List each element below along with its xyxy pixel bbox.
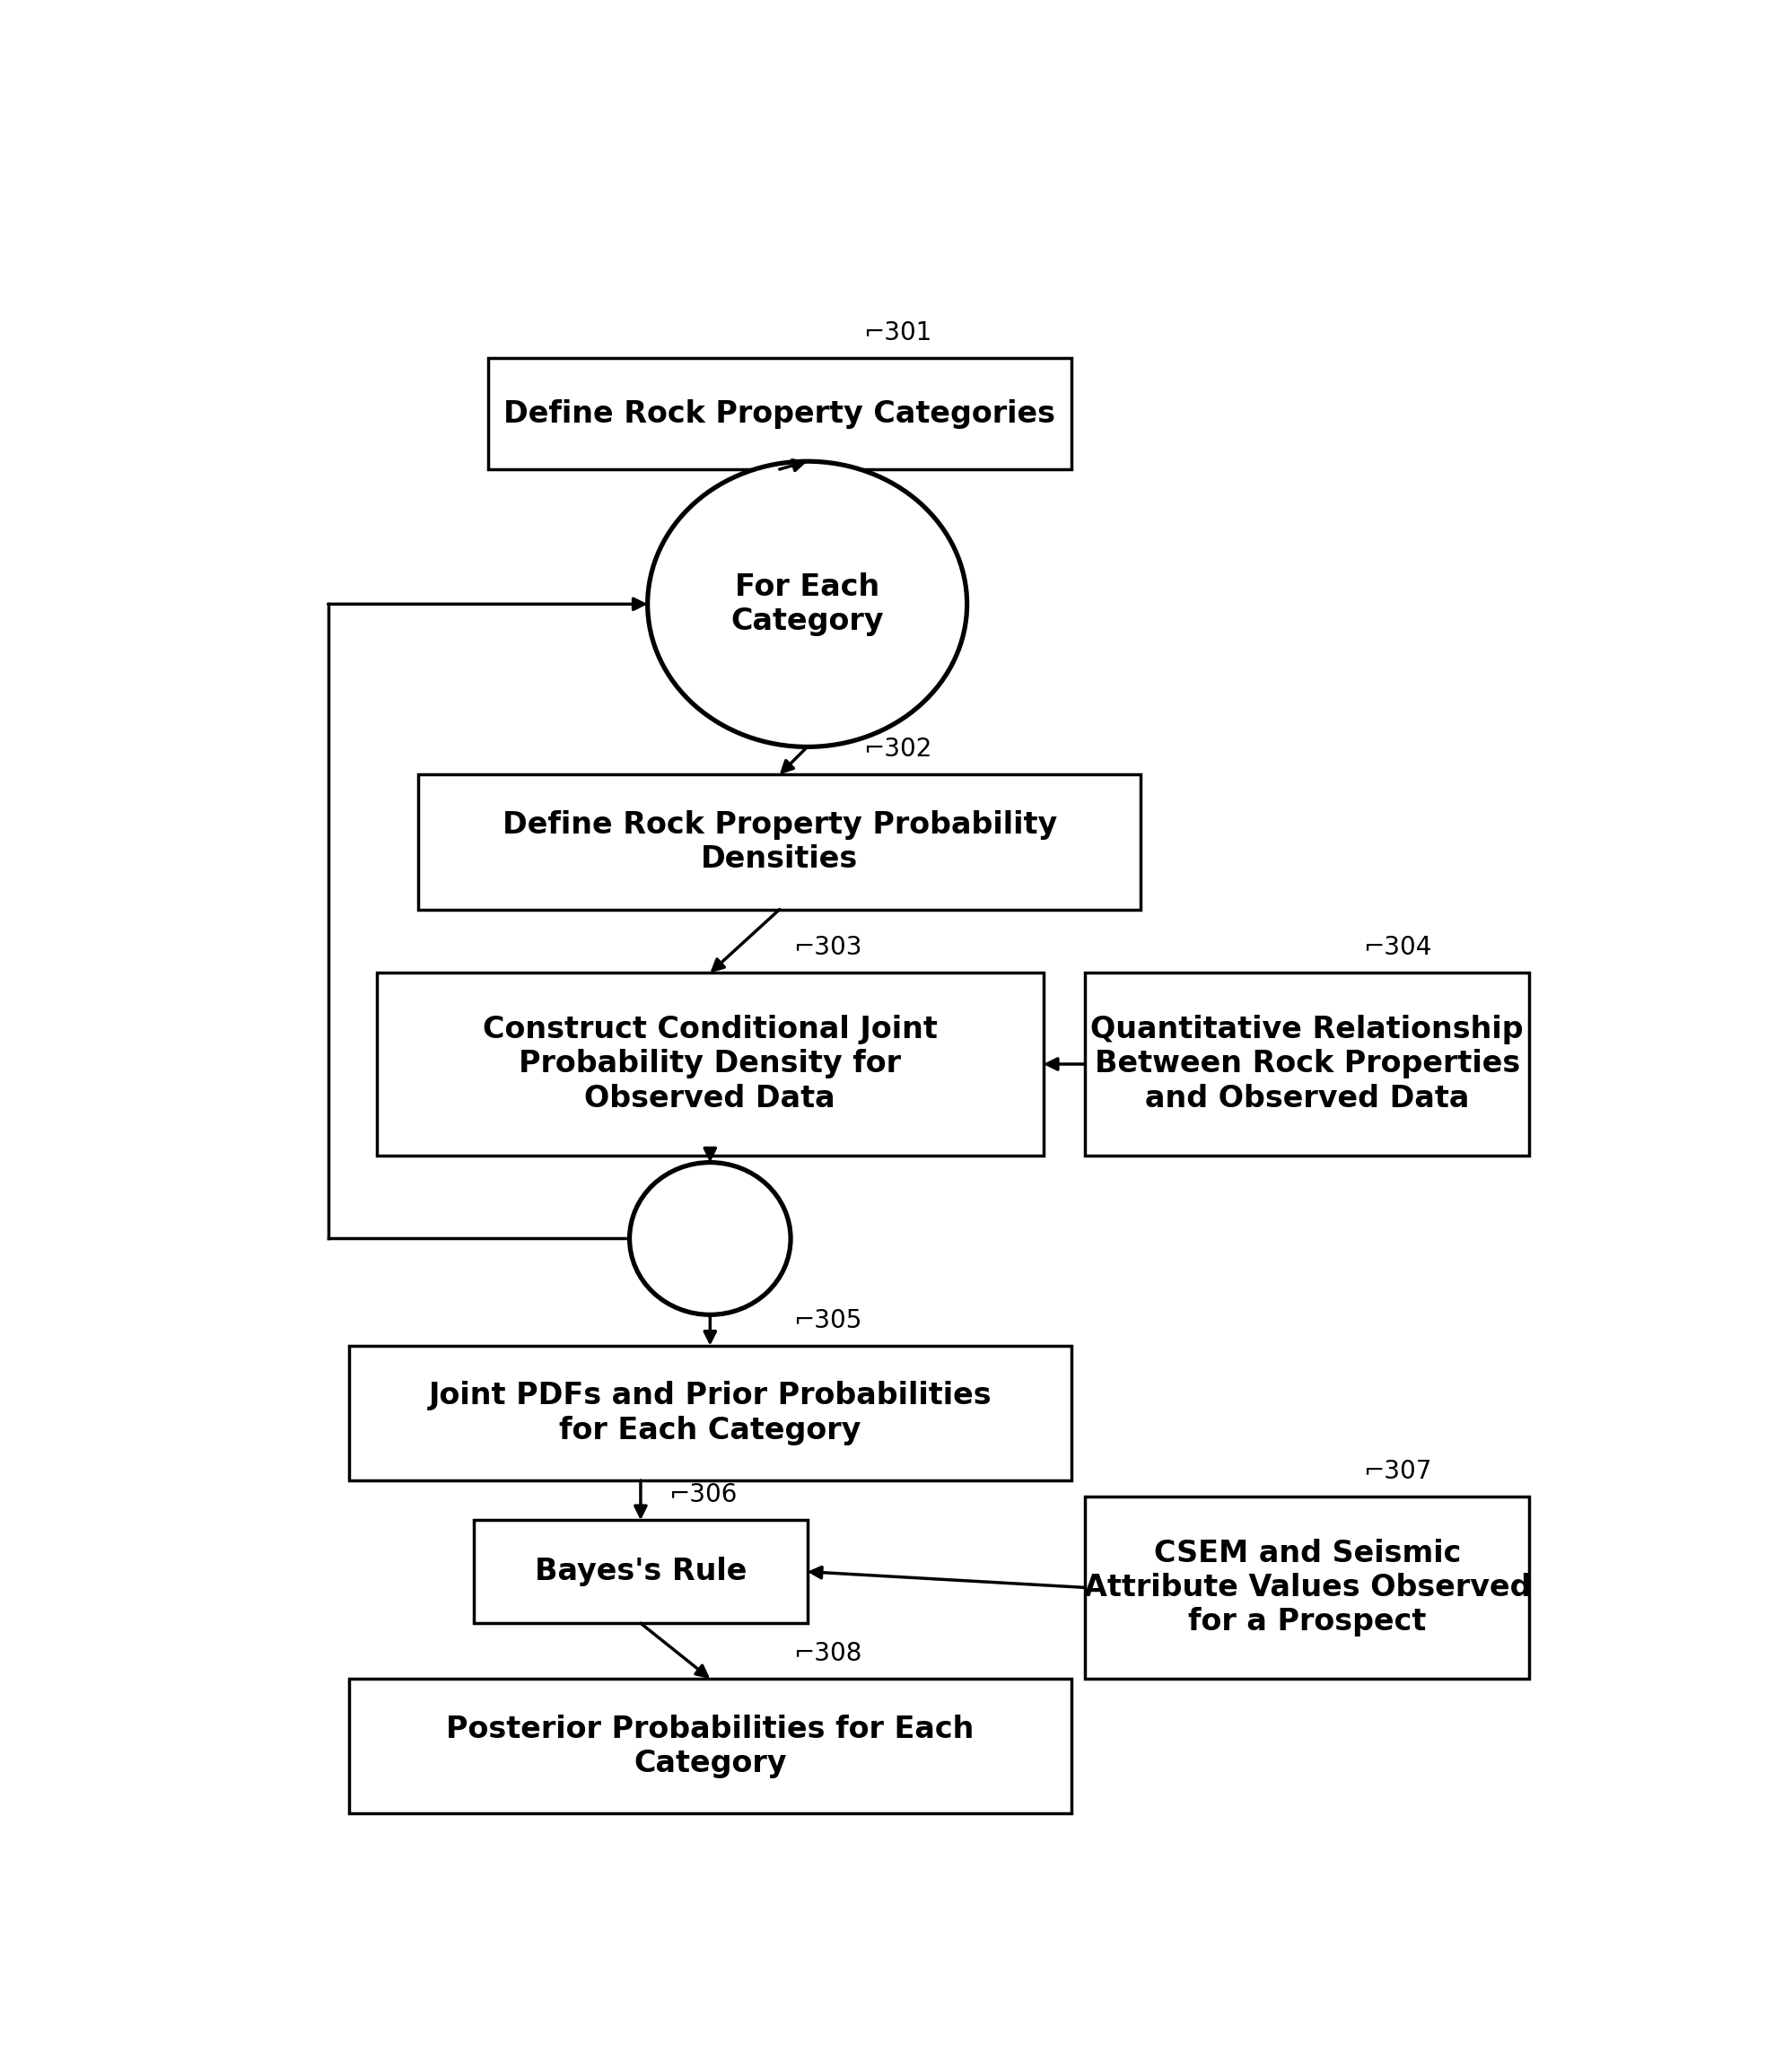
Text: ⌐308: ⌐308 [794, 1642, 862, 1667]
Text: Construct Conditional Joint
Probability Density for
Observed Data: Construct Conditional Joint Probability … [482, 1016, 937, 1112]
Text: For Each
Category: For Each Category [731, 573, 883, 637]
Text: Define Rock Property Probability
Densities: Define Rock Property Probability Densiti… [502, 810, 1057, 873]
FancyBboxPatch shape [418, 775, 1140, 908]
FancyBboxPatch shape [1086, 1496, 1529, 1679]
Text: ⌐307: ⌐307 [1362, 1458, 1432, 1483]
FancyBboxPatch shape [1086, 972, 1529, 1156]
Text: ⌐304: ⌐304 [1362, 935, 1432, 960]
Text: Quantitative Relationship
Between Rock Properties
and Observed Data: Quantitative Relationship Between Rock P… [1091, 1016, 1523, 1112]
Text: Posterior Probabilities for Each
Category: Posterior Probabilities for Each Categor… [446, 1714, 975, 1778]
FancyBboxPatch shape [376, 972, 1043, 1156]
Text: Bayes's Rule: Bayes's Rule [534, 1557, 747, 1586]
Ellipse shape [647, 461, 968, 748]
Text: ⌐303: ⌐303 [794, 935, 862, 960]
FancyBboxPatch shape [349, 1679, 1072, 1813]
Text: Define Rock Property Categories: Define Rock Property Categories [504, 400, 1055, 428]
Text: ⌐305: ⌐305 [794, 1308, 862, 1333]
FancyBboxPatch shape [473, 1520, 806, 1623]
Ellipse shape [629, 1162, 790, 1314]
Text: ⌐306: ⌐306 [668, 1483, 737, 1508]
Text: ⌐302: ⌐302 [864, 737, 932, 762]
FancyBboxPatch shape [349, 1345, 1072, 1481]
Text: CSEM and Seismic
Attribute Values Observed
for a Prospect: CSEM and Seismic Attribute Values Observ… [1084, 1539, 1530, 1636]
Text: Joint PDFs and Prior Probabilities
for Each Category: Joint PDFs and Prior Probabilities for E… [428, 1380, 991, 1444]
Text: ⌐301: ⌐301 [864, 321, 932, 346]
FancyBboxPatch shape [487, 358, 1072, 470]
